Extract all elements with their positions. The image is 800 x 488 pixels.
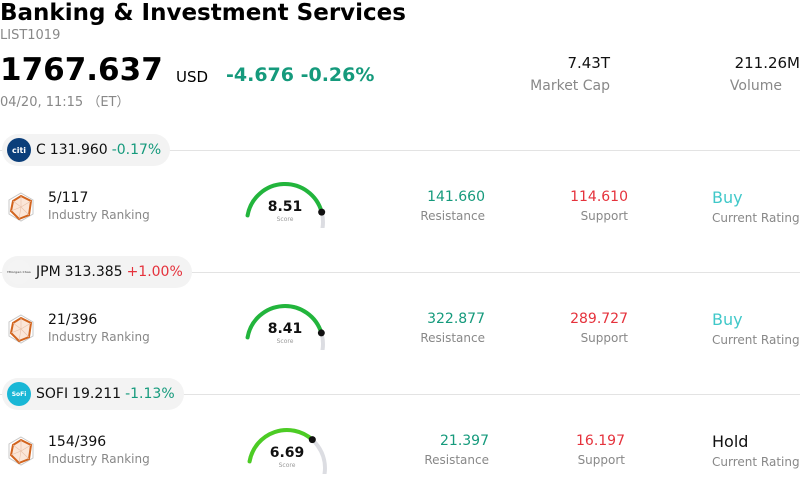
index-change: -4.676 -0.26% <box>226 64 374 86</box>
score-gauge <box>245 304 325 350</box>
section-divider <box>0 272 800 273</box>
industry-rank-label: Industry Ranking <box>48 208 150 222</box>
score-value: 8.41 <box>267 321 303 337</box>
industry-rank-label: Industry Ranking <box>48 452 150 466</box>
resistance-label: Resistance <box>420 209 485 223</box>
volume-value: 211.26M <box>734 54 800 72</box>
stock-price: 313.385 <box>64 264 123 280</box>
stock-ticker-pill[interactable]: SoFi SOFI 19.211 -1.13% <box>2 378 184 410</box>
resistance-label: Resistance <box>420 331 485 345</box>
market-cap-value: 7.43T <box>567 54 610 72</box>
volume-label: Volume <box>729 78 782 94</box>
section-divider <box>0 394 800 395</box>
index-change-percent: -0.26% <box>300 64 375 86</box>
score-label: Score <box>278 462 296 469</box>
industry-rank-value: 154/396 <box>48 434 107 450</box>
page-title: Banking & Investment Services <box>0 0 406 26</box>
stock-price: 131.960 <box>49 142 108 158</box>
industry-rank-value: 21/396 <box>48 312 98 328</box>
currency-label: USD <box>176 68 209 86</box>
jpmorgan-logo-icon: JPMorgan Chase <box>7 260 31 284</box>
current-rating-value[interactable]: Buy <box>712 188 743 207</box>
industry-rank-label: Industry Ranking <box>48 330 150 344</box>
current-rating-value[interactable]: Hold <box>712 432 749 451</box>
timestamp: 04/20, 11:15 （ET） <box>0 95 130 110</box>
current-rating-value[interactable]: Buy <box>712 310 743 329</box>
stock-ticker-pill[interactable]: citi C 131.960 -0.17% <box>2 134 171 166</box>
current-rating-label: Current Rating <box>712 333 800 347</box>
stock-change: -1.13% <box>125 386 175 402</box>
stock-change: -0.17% <box>111 142 162 158</box>
ranking-hexagon-icon <box>8 192 34 222</box>
score-label: Score <box>276 338 294 345</box>
score-value: 8.51 <box>267 199 303 215</box>
ranking-hexagon-icon <box>8 436 34 466</box>
resistance-value: 141.660 <box>427 189 485 205</box>
ranking-hexagon-icon <box>8 314 34 344</box>
resistance-label: Resistance <box>424 453 489 467</box>
market-cap-label: Market Cap <box>530 78 610 94</box>
support-value: 16.197 <box>576 433 625 449</box>
stock-ticker: JPM <box>36 264 61 280</box>
score-gauge <box>247 428 327 474</box>
index-price: 1767.637 <box>0 52 163 88</box>
sofi-logo-icon: SoFi <box>7 382 31 406</box>
support-label: Support <box>580 209 628 223</box>
list-code: LIST1019 <box>0 28 61 43</box>
stock-price: 19.211 <box>72 386 122 402</box>
citi-logo-icon: citi <box>7 138 31 162</box>
support-value: 114.610 <box>570 189 628 205</box>
score-gauge <box>245 182 326 228</box>
stock-ticker: C <box>36 142 46 158</box>
score-label: Score <box>276 216 294 223</box>
support-label: Support <box>580 331 628 345</box>
resistance-value: 322.877 <box>427 311 485 327</box>
resistance-value: 21.397 <box>440 433 489 449</box>
industry-rank-value: 5/117 <box>48 190 89 206</box>
stock-ticker-pill[interactable]: JPMorgan Chase JPM 313.385 +1.00% <box>2 256 192 288</box>
support-label: Support <box>577 453 625 467</box>
support-value: 289.727 <box>570 311 628 327</box>
current-rating-label: Current Rating <box>712 211 800 225</box>
stock-ticker: SOFI <box>36 386 69 402</box>
section-divider <box>0 150 800 151</box>
current-rating-label: Current Rating <box>712 455 800 469</box>
stock-change: +1.00% <box>126 264 183 280</box>
score-value: 6.69 <box>269 445 305 461</box>
index-change-value: -4.676 <box>226 64 294 86</box>
